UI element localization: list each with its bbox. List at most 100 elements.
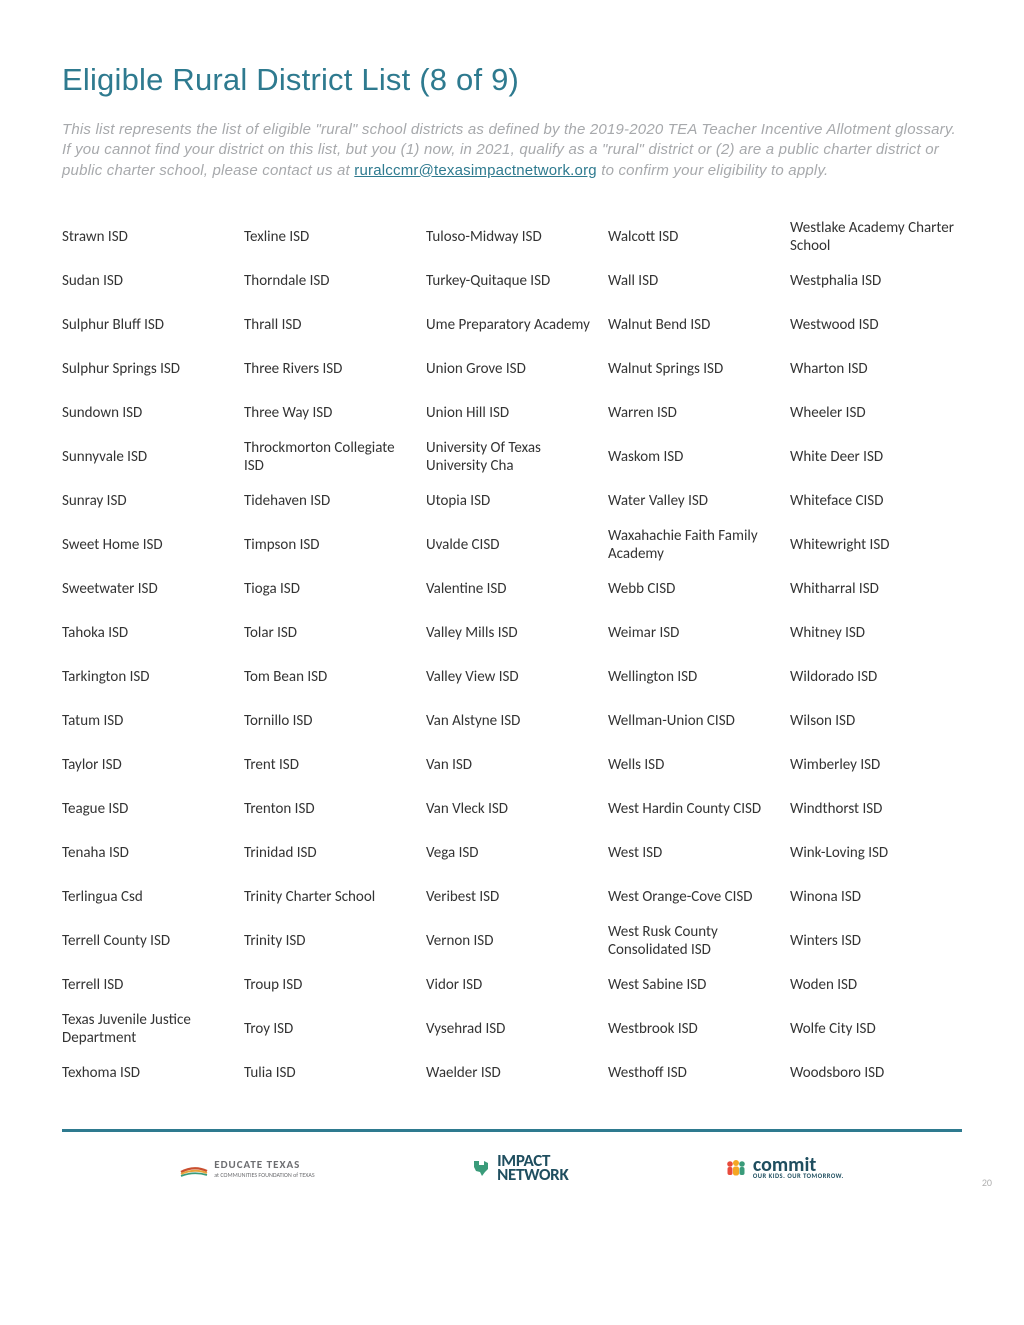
district-cell: Timpson ISD (244, 523, 416, 567)
educate-texas-text: EDUCATE TEXAS (214, 1158, 300, 1171)
district-cell: Westhoff ISD (608, 1051, 780, 1095)
district-cell: Van ISD (426, 743, 598, 787)
district-cell: Sulphur Springs ISD (62, 347, 234, 391)
district-column: Texline ISDThorndale ISDThrall ISDThree … (244, 215, 416, 1095)
district-cell: Sweet Home ISD (62, 523, 234, 567)
contact-email-link[interactable]: ruralccmr@texasimpactnetwork.org (354, 162, 597, 179)
district-cell: Wellington ISD (608, 655, 780, 699)
footer: EDUCATE TEXAS at COMMUNITIES FOUNDATION … (62, 1154, 962, 1183)
district-cell: Tolar ISD (244, 611, 416, 655)
district-cell: Three Way ISD (244, 391, 416, 435)
district-cell: Terrell ISD (62, 963, 234, 1007)
district-cell: Wildorado ISD (790, 655, 962, 699)
district-cell: Wimberley ISD (790, 743, 962, 787)
district-cell: Van Alstyne ISD (426, 699, 598, 743)
district-cell: Sulphur Bluff ISD (62, 303, 234, 347)
district-cell: Wellman-Union CISD (608, 699, 780, 743)
district-cell: Warren ISD (608, 391, 780, 435)
district-cell: Uvalde CISD (426, 523, 598, 567)
district-cell: Teague ISD (62, 787, 234, 831)
district-cell: Troup ISD (244, 963, 416, 1007)
district-cell: Wink-Loving ISD (790, 831, 962, 875)
district-cell: Veribest ISD (426, 875, 598, 919)
network-text: NETWORK (497, 1168, 568, 1182)
district-cell: Tenaha ISD (62, 831, 234, 875)
district-cell: Troy ISD (244, 1007, 416, 1051)
impact-network-logo: IMPACT NETWORK (471, 1154, 568, 1183)
district-cell: Whitewright ISD (790, 523, 962, 567)
district-cell: Vysehrad ISD (426, 1007, 598, 1051)
district-cell: West Orange-Cove CISD (608, 875, 780, 919)
district-column: Strawn ISDSudan ISDSulphur Bluff ISDSulp… (62, 215, 234, 1095)
district-cell: West Hardin County CISD (608, 787, 780, 831)
district-cell: Sudan ISD (62, 259, 234, 303)
district-cell: Whitharral ISD (790, 567, 962, 611)
district-cell: Water Valley ISD (608, 479, 780, 523)
district-cell: Tioga ISD (244, 567, 416, 611)
district-cell: Westwood ISD (790, 303, 962, 347)
district-cell: Sundown ISD (62, 391, 234, 435)
district-cell: Tahoka ISD (62, 611, 234, 655)
educate-texas-subtext: at COMMUNITIES FOUNDATION of TEXAS (214, 1171, 314, 1179)
district-cell: Trent ISD (244, 743, 416, 787)
district-cell: Woodsboro ISD (790, 1051, 962, 1095)
district-cell: Westbrook ISD (608, 1007, 780, 1051)
district-cell: Valentine ISD (426, 567, 598, 611)
district-column: Tuloso-Midway ISDTurkey-Quitaque ISDUme … (426, 215, 598, 1095)
footer-divider (62, 1129, 962, 1132)
district-cell: University Of Texas University Cha (426, 435, 598, 479)
district-cell: Van Vleck ISD (426, 787, 598, 831)
district-cell: West Rusk County Consolidated ISD (608, 919, 780, 963)
district-cell: Walnut Springs ISD (608, 347, 780, 391)
district-cell: West ISD (608, 831, 780, 875)
district-cell: Sunnyvale ISD (62, 435, 234, 479)
district-cell: Tarkington ISD (62, 655, 234, 699)
district-cell: Valley View ISD (426, 655, 598, 699)
district-cell: Trinity ISD (244, 919, 416, 963)
district-cell: Tornillo ISD (244, 699, 416, 743)
district-column: Walcott ISDWall ISDWalnut Bend ISDWalnut… (608, 215, 780, 1095)
district-cell: Wall ISD (608, 259, 780, 303)
district-cell: Westlake Academy Charter School (790, 215, 962, 259)
district-cell: Tuloso-Midway ISD (426, 215, 598, 259)
page-title: Eligible Rural District List (8 of 9) (62, 62, 962, 98)
page-number: 20 (982, 1176, 992, 1189)
district-cell: Walcott ISD (608, 215, 780, 259)
district-cell: Vidor ISD (426, 963, 598, 1007)
district-cell: Wolfe City ISD (790, 1007, 962, 1051)
swoosh-icon (180, 1159, 208, 1177)
district-cell: Thorndale ISD (244, 259, 416, 303)
district-cell: Three Rivers ISD (244, 347, 416, 391)
district-cell: Texas Juvenile Justice Department (62, 1007, 234, 1051)
district-cell: Windthorst ISD (790, 787, 962, 831)
district-cell: Tom Bean ISD (244, 655, 416, 699)
district-cell: Whiteface CISD (790, 479, 962, 523)
district-cell: Tatum ISD (62, 699, 234, 743)
intro-paragraph: This list represents the list of eligibl… (62, 120, 962, 181)
commit-subtext: OUR KIDS. OUR TOMORROW. (753, 1174, 844, 1180)
district-cell: Trinity Charter School (244, 875, 416, 919)
district-cell: Wells ISD (608, 743, 780, 787)
district-cell: Texhoma ISD (62, 1051, 234, 1095)
district-cell: Wharton ISD (790, 347, 962, 391)
district-cell: Woden ISD (790, 963, 962, 1007)
district-cell: Winters ISD (790, 919, 962, 963)
district-cell: Westphalia ISD (790, 259, 962, 303)
district-cell: Sunray ISD (62, 479, 234, 523)
district-cell: Tulia ISD (244, 1051, 416, 1095)
intro-text-2: to confirm your eligibility to apply. (601, 162, 828, 179)
district-cell: Waxahachie Faith Family Academy (608, 523, 780, 567)
district-cell: Weimar ISD (608, 611, 780, 655)
district-cell: Union Grove ISD (426, 347, 598, 391)
district-cell: Tidehaven ISD (244, 479, 416, 523)
district-cell: Webb CISD (608, 567, 780, 611)
district-cell: Valley Mills ISD (426, 611, 598, 655)
district-grid: Strawn ISDSudan ISDSulphur Bluff ISDSulp… (62, 215, 962, 1095)
district-cell: Trenton ISD (244, 787, 416, 831)
district-cell: Wheeler ISD (790, 391, 962, 435)
district-cell: White Deer ISD (790, 435, 962, 479)
educate-texas-logo: EDUCATE TEXAS at COMMUNITIES FOUNDATION … (180, 1158, 314, 1179)
district-cell: Whitney ISD (790, 611, 962, 655)
district-cell: Turkey-Quitaque ISD (426, 259, 598, 303)
district-cell: Trinidad ISD (244, 831, 416, 875)
